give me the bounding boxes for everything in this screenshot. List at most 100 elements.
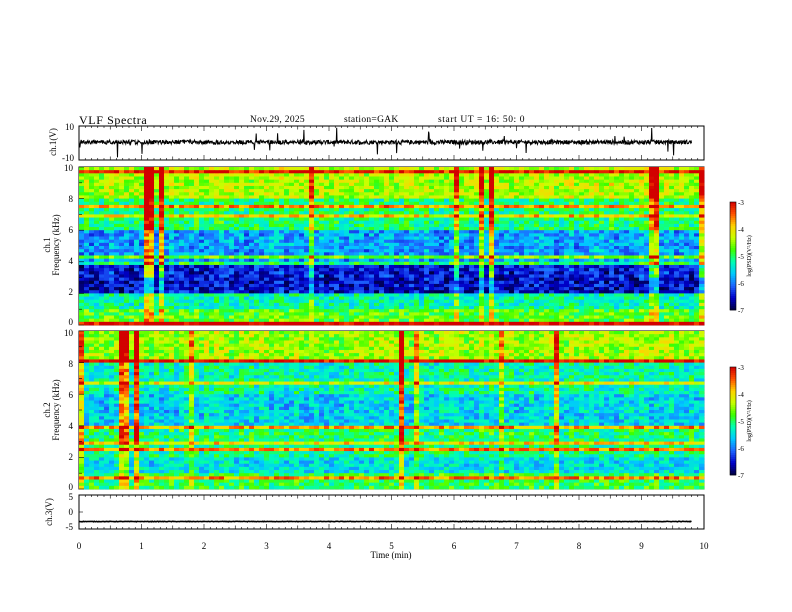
- spectrogram-cell: [369, 249, 375, 253]
- spectrogram-cell: [129, 217, 135, 222]
- spectrogram-cell: [434, 236, 440, 241]
- spectrogram-cell: [314, 214, 320, 218]
- spectrogram-cell: [449, 204, 455, 209]
- spectrogram-cell: [419, 201, 425, 206]
- spectrogram-cell: [309, 217, 315, 222]
- spectrogram-cell: [664, 258, 670, 263]
- spectrogram-cell: [614, 252, 620, 256]
- spectrogram-cell: [179, 271, 185, 275]
- spectrogram-cell: [299, 236, 305, 241]
- spectrogram-cell: [89, 230, 95, 234]
- spectrogram-cell: [349, 217, 355, 222]
- spectrogram-cell: [259, 223, 265, 228]
- spectrogram-cell: [209, 198, 215, 203]
- spectrogram-cell: [279, 220, 285, 225]
- spectrogram-cell: [534, 192, 540, 196]
- spectrogram-cell: [264, 192, 270, 196]
- spectrogram-cell: [399, 214, 405, 218]
- spectrogram-cell: [304, 239, 310, 244]
- spectrogram-cell: [179, 173, 185, 177]
- spectrogram-cell: [319, 208, 325, 212]
- spectrogram-cell: [579, 239, 585, 244]
- spectrogram-cell: [189, 170, 195, 174]
- spectrogram-cell: [254, 167, 260, 171]
- spectrogram-cell: [339, 220, 345, 225]
- spectrogram-cell: [639, 204, 645, 209]
- spectrogram-cell: [154, 239, 160, 244]
- spectrogram-cell: [239, 242, 245, 247]
- spectrogram-cell: [384, 170, 390, 174]
- spectrogram-cell: [559, 173, 565, 177]
- spectrogram-cell: [479, 217, 485, 222]
- spectrogram-cell: [669, 198, 675, 203]
- spectrogram-cell: [254, 242, 260, 247]
- spectrogram-cell: [374, 185, 380, 190]
- spectrogram-cell: [104, 201, 110, 206]
- spectrogram-cell: [79, 223, 85, 228]
- spectrogram-cell: [279, 214, 285, 218]
- spectrogram-cell: [464, 239, 470, 244]
- spectrogram-cell: [279, 179, 285, 184]
- spectrogram-cell: [539, 223, 545, 228]
- spectrogram-cell: [459, 233, 465, 237]
- spectrogram-cell: [134, 239, 140, 244]
- spectrogram-cell: [249, 170, 255, 174]
- spectrogram-cell: [414, 189, 420, 193]
- spectrogram-cell: [254, 233, 260, 237]
- spectrogram-cell: [79, 189, 85, 193]
- spectrogram-cell: [554, 233, 560, 237]
- spectrogram-cell: [389, 204, 395, 209]
- spectrogram-cell: [104, 179, 110, 184]
- spectrogram-cell: [699, 167, 705, 171]
- spectrogram-cell: [274, 246, 280, 250]
- spectrogram-cell: [384, 198, 390, 203]
- spectrogram-cell: [499, 176, 505, 181]
- spectrogram-cell: [634, 167, 640, 171]
- spectrogram-cell: [584, 211, 590, 215]
- spectrogram-cell: [454, 198, 460, 203]
- spectrogram-cell: [384, 227, 390, 231]
- spectrogram-cell: [259, 204, 265, 209]
- spectrogram-cell: [244, 258, 250, 263]
- spectrogram-cell: [329, 252, 335, 256]
- spectrogram-cell: [114, 182, 120, 187]
- spectrogram-cell: [184, 179, 190, 184]
- spectrogram-cell: [299, 217, 305, 222]
- spectrogram-cell: [469, 268, 475, 272]
- spectrogram-cell: [84, 189, 90, 193]
- spectrogram-cell: [349, 167, 355, 171]
- spectrogram-cell: [254, 173, 260, 177]
- spectrogram-cell: [529, 208, 535, 212]
- spectrogram-cell: [564, 258, 570, 263]
- spectrogram-cell: [209, 170, 215, 174]
- spectrogram-cell: [614, 198, 620, 203]
- spectrogram-cell: [99, 252, 105, 256]
- spectrogram-cell: [604, 236, 610, 241]
- spectrogram-cell: [169, 230, 175, 234]
- spectrogram-cell: [219, 211, 225, 215]
- spectrogram-cell: [239, 208, 245, 212]
- spectrogram-cell: [379, 198, 385, 203]
- spectrogram-cell: [419, 189, 425, 193]
- spectrogram-cell: [439, 192, 445, 196]
- spectrogram-cell: [169, 239, 175, 244]
- spectrogram-cell: [474, 208, 480, 212]
- spectrogram-cell: [644, 233, 650, 237]
- spectrogram-cell: [434, 179, 440, 184]
- spectrogram-cell: [509, 227, 515, 231]
- spectrogram-cell: [129, 220, 135, 225]
- spectrogram-cell: [259, 173, 265, 177]
- spectrogram-cell: [459, 239, 465, 244]
- spectrogram-cell: [419, 233, 425, 237]
- spectrogram-cell: [289, 208, 295, 212]
- spectrogram-cell: [494, 236, 500, 241]
- spectrogram-cell: [189, 230, 195, 234]
- spectrogram-cell: [79, 192, 85, 196]
- spectrogram-cell: [304, 198, 310, 203]
- spectrogram-cell: [254, 195, 260, 199]
- spectrogram-cell: [419, 167, 425, 171]
- spectrogram-cell: [574, 198, 580, 203]
- spectrogram-cell: [214, 211, 220, 215]
- spectrogram-cell: [234, 261, 240, 266]
- spectrogram-cell: [349, 239, 355, 244]
